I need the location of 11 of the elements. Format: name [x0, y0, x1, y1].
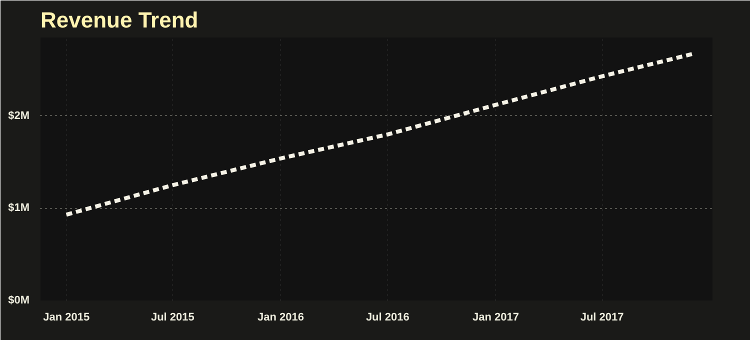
x-tick-label: Jan 2017 [472, 312, 519, 324]
y-tick-label: $0M [8, 294, 30, 306]
x-tick-label: Jul 2017 [580, 312, 624, 324]
y-tick-label: $2M [8, 110, 30, 122]
x-tick-label: Jul 2015 [150, 312, 194, 324]
x-tick-label: Jan 2016 [258, 312, 304, 324]
x-tick-label: Jul 2016 [366, 312, 410, 324]
line-series [64, 52, 694, 217]
chart-title: Revenue Trend [40, 8, 198, 32]
y-tick-label: $1M [8, 202, 30, 214]
x-tick-label: Jan 2015 [43, 312, 90, 324]
